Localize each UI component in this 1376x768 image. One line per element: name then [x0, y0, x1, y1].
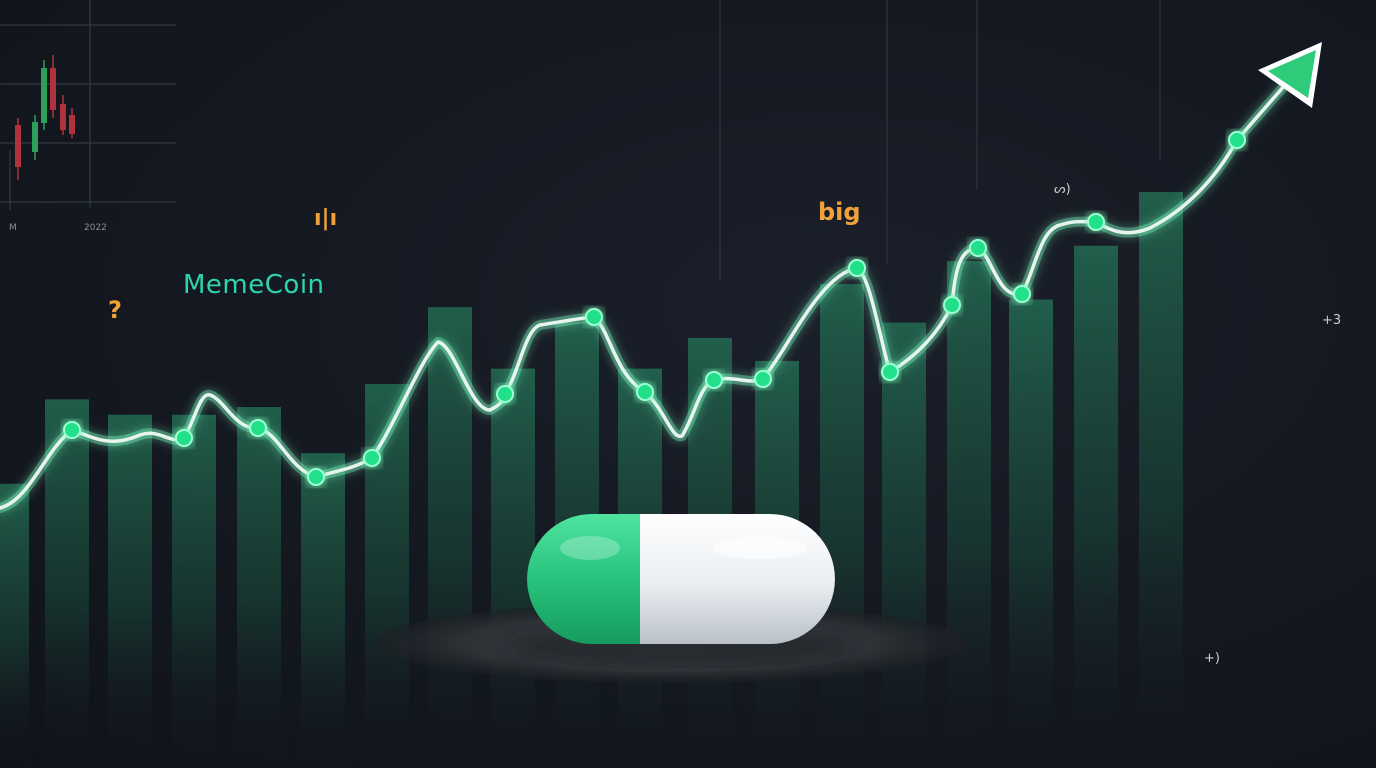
candle-6-body: [69, 115, 75, 134]
price-point-4: [308, 469, 324, 485]
bar-16: [947, 261, 991, 768]
mini-chart-year-label: 2022: [84, 223, 107, 233]
candle-4-body: [50, 68, 56, 110]
bar-6: [301, 453, 345, 768]
glyph-label-c: +3: [1322, 313, 1341, 328]
bar-1: [0, 484, 29, 768]
price-point-17: [1229, 132, 1245, 148]
candle-2-body: [32, 122, 38, 152]
price-point-8: [637, 384, 653, 400]
bar-series: [0, 192, 1183, 768]
bar-4: [172, 415, 216, 768]
brand-label: MemeCoin: [183, 270, 325, 300]
price-point-10: [755, 371, 771, 387]
price-point-16: [1088, 214, 1104, 230]
mini-chart-axis-label: M: [9, 223, 17, 233]
price-point-2: [176, 430, 192, 446]
glyph-label-a: ı|ı: [314, 206, 337, 231]
mini-candlestick-chart: [0, 0, 176, 210]
question-mark-label: ?: [108, 296, 122, 324]
bar-17: [1009, 300, 1053, 768]
bar-3: [108, 415, 152, 768]
price-point-15: [1014, 286, 1030, 302]
price-point-1: [64, 422, 80, 438]
background-guides: [720, 0, 1160, 280]
glyph-label-b: ᔕ): [1054, 182, 1071, 197]
pill-white-half: [640, 514, 835, 644]
bar-18: [1074, 246, 1118, 768]
price-point-9: [706, 372, 722, 388]
bar-14: [820, 284, 864, 768]
candle-5-body: [60, 104, 66, 130]
candle-1-body: [15, 125, 21, 167]
price-point-12: [882, 364, 898, 380]
price-point-3: [250, 420, 266, 436]
big-label: big: [818, 198, 861, 226]
price-point-5: [364, 450, 380, 466]
bar-15: [882, 323, 926, 768]
price-point-7: [586, 309, 602, 325]
pill-icon: [527, 514, 835, 644]
glyph-label-d: +): [1204, 651, 1220, 666]
price-point-11: [849, 260, 865, 276]
bar-19: [1139, 192, 1183, 768]
candle-3-body: [41, 68, 47, 123]
price-point-14: [970, 240, 986, 256]
bar-5: [237, 407, 281, 768]
price-point-6: [497, 386, 513, 402]
price-point-13: [944, 297, 960, 313]
